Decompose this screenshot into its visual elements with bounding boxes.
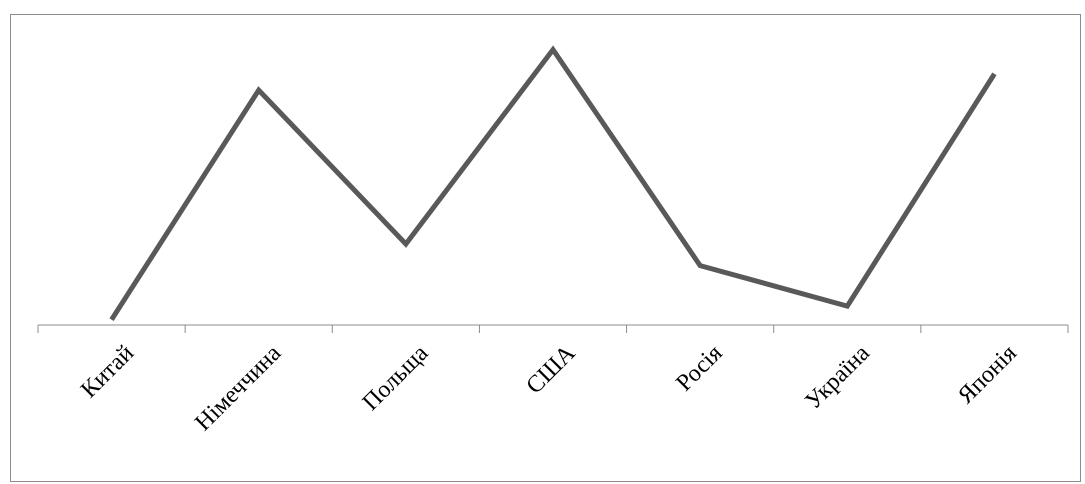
x-axis bbox=[37, 324, 1069, 333]
x-tick-label: Японія bbox=[953, 340, 1022, 409]
chart-area bbox=[10, 14, 1081, 482]
x-tick-label: Польща bbox=[358, 340, 434, 416]
series-line bbox=[109, 45, 997, 321]
x-tick-label: Росія bbox=[671, 340, 727, 396]
x-tick-label: Німеччина bbox=[190, 340, 286, 436]
series-layer bbox=[109, 45, 997, 321]
x-tick-label: Україна bbox=[800, 340, 875, 415]
x-tick-label: США bbox=[521, 340, 581, 400]
x-tick-labels: Китай Німеччина Польща США Росія Україна Японі… bbox=[76, 340, 1022, 436]
x-tick-label: Китай bbox=[76, 340, 139, 403]
